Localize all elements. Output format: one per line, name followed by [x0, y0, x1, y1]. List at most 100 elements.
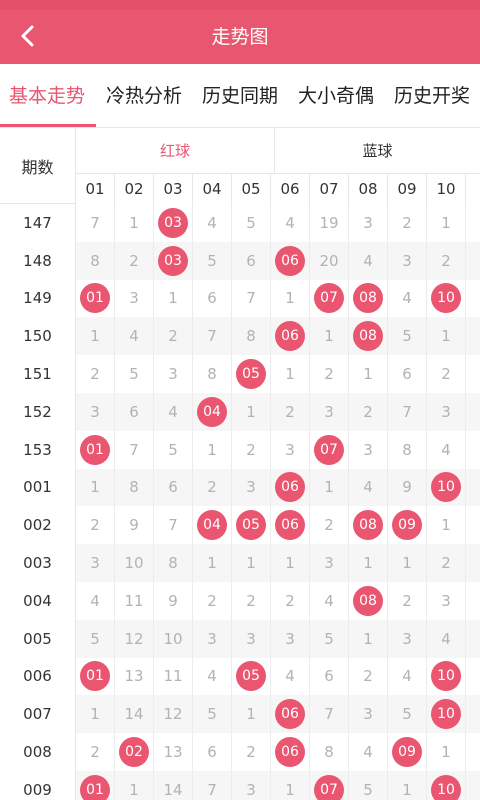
miss-count-cell: 4 — [388, 657, 427, 696]
table-cell: 08 — [349, 506, 388, 545]
miss-count-cell: 4 — [271, 204, 310, 242]
miss-count-cell: 4 — [427, 430, 466, 469]
miss-count-cell: 2 — [76, 733, 115, 771]
miss-count-cell: 4 — [310, 582, 349, 620]
miss-count-cell: 1 — [427, 506, 466, 545]
drawn-ball: 07 — [314, 434, 344, 465]
miss-count-cell: 2 — [349, 657, 388, 696]
miss-count-cell: 7 — [310, 695, 349, 734]
drawn-ball: 08 — [353, 510, 383, 541]
trend-table-body[interactable]: 147 7 1 03 4 5 4 19 3 2 1 148 8 2 03 5 6 06 20 4 3 2 149 01 3 1 6 7… — [0, 204, 480, 800]
page-title: 走势图 — [211, 26, 269, 48]
miss-count-cell: 11 — [115, 582, 154, 620]
table-cell: 01 — [76, 279, 115, 318]
miss-count-cell: 4 — [271, 657, 310, 696]
miss-count-cell: 9 — [388, 468, 427, 507]
drawn-ball: 10 — [431, 472, 461, 503]
tab-history-draws[interactable]: 历史开奖 — [394, 85, 471, 107]
miss-count-cell: 3 — [154, 355, 193, 393]
table-row: 005 5 12 10 3 3 3 5 1 3 4 — [0, 619, 480, 658]
drawn-ball: 10 — [431, 661, 461, 692]
period-number: 009 — [0, 771, 76, 800]
miss-count-cell: 14 — [115, 695, 154, 734]
miss-count-cell: 1 — [427, 317, 466, 356]
drawn-ball: 01 — [80, 661, 110, 692]
miss-count-cell: 4 — [76, 582, 115, 620]
miss-count-cell: 4 — [349, 468, 388, 507]
drawn-ball: 03 — [158, 207, 188, 238]
tab-history-same-period[interactable]: 历史同期 — [202, 85, 279, 107]
miss-count-cell: 7 — [388, 393, 427, 431]
miss-count-cell: 5 — [388, 695, 427, 734]
table-cell: 07 — [310, 771, 349, 800]
miss-count-cell: 3 — [349, 695, 388, 734]
table-cell: 09 — [388, 506, 427, 545]
table-cell: 02 — [115, 733, 154, 771]
table-cell: 05 — [232, 657, 271, 696]
table-row: 001 1 8 6 2 3 06 1 4 9 10 — [0, 468, 480, 507]
period-number: 150 — [0, 317, 76, 356]
period-number: 147 — [0, 204, 76, 242]
miss-count-cell: 3 — [349, 430, 388, 469]
table-row: 004 4 11 9 2 2 2 4 08 2 3 — [0, 582, 480, 620]
table-cell: 10 — [427, 279, 466, 318]
miss-count-cell: 2 — [115, 241, 154, 280]
tab-hot-cold[interactable]: 冷热分析 — [106, 85, 183, 107]
miss-count-cell: 1 — [427, 733, 466, 771]
miss-count-cell: 5 — [76, 619, 115, 658]
miss-count-cell: 5 — [388, 317, 427, 356]
miss-count-cell: 3 — [76, 544, 115, 582]
miss-count-cell: 1 — [310, 468, 349, 507]
column-header: 04 — [193, 174, 232, 204]
miss-count-cell: 9 — [154, 582, 193, 620]
miss-count-cell: 2 — [427, 355, 466, 393]
drawn-ball: 07 — [314, 774, 344, 800]
miss-count-cell: 8 — [310, 733, 349, 771]
miss-count-cell: 5 — [232, 204, 271, 242]
drawn-ball: 06 — [275, 245, 305, 276]
tab-size-parity[interactable]: 大小奇偶 — [298, 85, 375, 107]
drawn-ball: 02 — [119, 737, 149, 768]
back-button[interactable] — [10, 18, 46, 54]
miss-count-cell: 1 — [232, 393, 271, 431]
drawn-ball: 06 — [275, 472, 305, 503]
miss-count-cell: 1 — [232, 695, 271, 734]
period-number: 004 — [0, 582, 76, 620]
miss-count-cell: 2 — [271, 582, 310, 620]
app-header: 走势图 — [0, 0, 480, 64]
drawn-ball: 06 — [275, 510, 305, 541]
miss-count-cell: 6 — [193, 279, 232, 318]
miss-count-cell: 2 — [154, 317, 193, 356]
period-number: 002 — [0, 506, 76, 545]
miss-count-cell: 1 — [76, 468, 115, 507]
table-cell: 01 — [76, 430, 115, 469]
table-cell: 06 — [271, 733, 310, 771]
active-tab-indicator — [0, 124, 96, 127]
miss-count-cell: 1 — [349, 355, 388, 393]
miss-count-cell: 3 — [232, 468, 271, 507]
tab-basic-trend[interactable]: 基本走势 — [9, 85, 86, 107]
table-cell: 08 — [349, 279, 388, 318]
period-number: 005 — [0, 619, 76, 658]
miss-count-cell: 5 — [115, 355, 154, 393]
table-cell: 06 — [271, 317, 310, 356]
miss-count-cell: 1 — [115, 204, 154, 242]
drawn-ball: 10 — [431, 699, 461, 730]
red-ball-group-header: 红球 — [76, 128, 275, 174]
table-cell: 07 — [310, 430, 349, 469]
miss-count-cell: 1 — [349, 544, 388, 582]
miss-count-cell: 3 — [232, 771, 271, 800]
miss-count-cell: 5 — [193, 241, 232, 280]
miss-count-cell: 1 — [271, 544, 310, 582]
period-number: 001 — [0, 468, 76, 507]
drawn-ball: 03 — [158, 245, 188, 276]
miss-count-cell: 2 — [310, 355, 349, 393]
miss-count-cell: 7 — [115, 430, 154, 469]
miss-count-cell: 8 — [115, 468, 154, 507]
miss-count-cell: 2 — [232, 430, 271, 469]
table-cell: 04 — [193, 393, 232, 431]
table-row: 007 1 14 12 5 1 06 7 3 5 10 — [0, 695, 480, 734]
miss-count-cell: 13 — [154, 733, 193, 771]
miss-count-cell: 12 — [154, 695, 193, 734]
miss-count-cell: 5 — [310, 619, 349, 658]
